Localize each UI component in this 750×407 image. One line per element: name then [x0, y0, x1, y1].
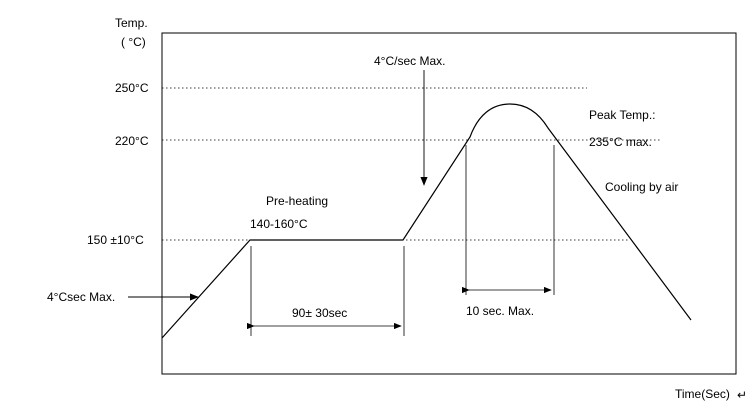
tick-label-220: 220°C	[115, 134, 149, 148]
annotation-preheat-range: 140-160°C	[250, 217, 308, 231]
annotation-preheat-title: Pre-heating	[266, 194, 328, 208]
tick-label-150: 150 ±10°C	[87, 233, 144, 247]
annotation-cooling: Cooling by air	[605, 180, 678, 194]
paragraph-mark: ↵	[737, 388, 747, 402]
y-axis-title-line1: Temp.	[115, 16, 148, 30]
x-axis-title: Time(Sec)	[675, 387, 730, 401]
plot-frame	[161, 32, 737, 375]
annotation-peak-value: 235°C max.	[589, 135, 652, 149]
annotation-preheat-duration: 90± 30sec	[292, 306, 347, 320]
annotation-peak-duration: 10 sec. Max.	[466, 304, 534, 318]
profile-curve	[161, 103, 692, 339]
annotation-peak-title: Peak Temp.:	[589, 108, 655, 122]
tick-label-250: 250°C	[115, 81, 149, 95]
annotation-ramp-up-start: 4°Csec Max.	[47, 290, 115, 304]
annotation-ramp-up-second: 4°C/sec Max.	[374, 54, 445, 68]
y-axis-title-line2: ( °C)	[121, 35, 146, 49]
